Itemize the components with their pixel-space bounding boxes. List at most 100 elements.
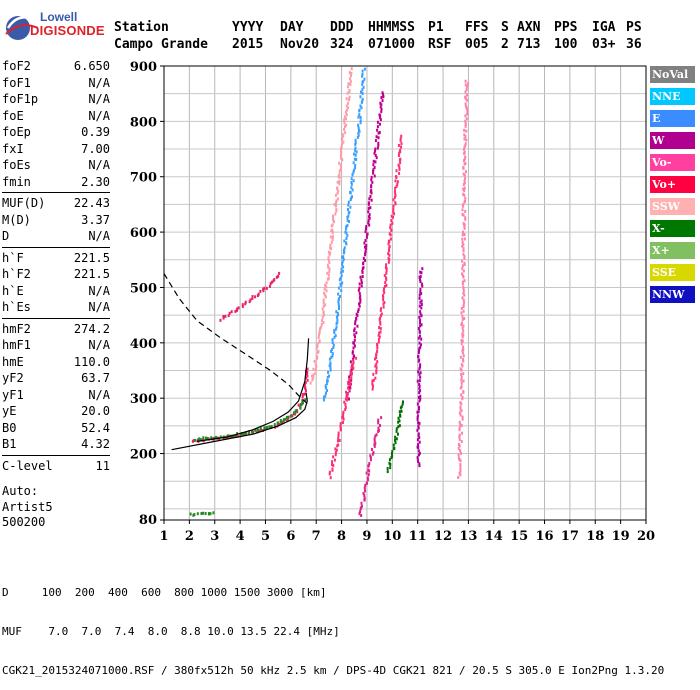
echo-mark [375,356,378,360]
echo-mark [344,131,347,135]
echo-mark [464,102,467,106]
echo-mark [376,125,379,129]
echo-mark [341,132,344,136]
echo-mark [311,374,314,378]
echo-mark [337,443,340,447]
values-9: 100 [554,37,578,52]
echo-mark [311,378,314,382]
echo-mark [345,398,348,402]
echo-mark [386,470,389,474]
echo-mark [460,375,463,379]
echo-mark [351,188,354,192]
echo-mark [279,419,282,423]
echo-mark [357,133,360,137]
echo-mark [462,354,465,358]
echo-mark [331,231,334,235]
echo-mark [215,435,218,439]
echo-mark [337,433,340,437]
echo-mark [333,331,336,335]
echo-mark [349,386,352,390]
echo-mark [348,378,351,382]
echo-mark [347,82,350,86]
echo-mark [400,409,403,413]
param-row: foF1 N/A [2,75,110,92]
echo-mark [369,456,372,460]
echo-mark [210,436,213,440]
echo-mark [364,489,367,493]
param-name: MUF(D) [2,196,46,210]
echo-mark [348,381,351,385]
echo-mark [358,296,361,300]
echo-mark [463,181,466,185]
echo-mark [329,363,332,367]
echo-mark [351,350,354,354]
echo-mark [355,158,358,162]
echo-mark [357,308,360,312]
echo-mark [357,123,360,127]
echo-mark [417,453,420,457]
echo-mark [345,225,348,229]
echo-mark [244,431,247,435]
echo-mark [269,282,272,286]
echo-mark [329,246,332,250]
echo-mark [367,463,370,467]
echo-mark [301,401,304,405]
echo-mark [463,223,466,227]
echo-mark [461,233,464,237]
x-tick-label: 19 [612,529,630,544]
echo-mark [345,241,348,245]
echo-mark [464,155,467,159]
echo-mark [354,166,357,170]
echo-mark [399,148,402,152]
echo-mark [369,206,372,210]
echo-mark [459,367,462,371]
trace-oblique-7 [386,400,405,474]
echo-mark [398,410,401,414]
echo-mark [393,446,396,450]
echo-mark [380,110,383,114]
echo-mark [383,291,386,295]
labels-4: HHMMSS [368,20,415,35]
echo-mark [348,375,351,379]
echo-mark [344,405,347,409]
echo-mark [464,95,467,99]
echo-mark [367,468,370,472]
echo-mark [394,193,397,197]
echo-mark [460,424,463,428]
echo-mark [365,247,368,251]
trace-f2-2nd-hop [219,271,281,322]
echo-mark [352,366,355,370]
echo-mark [388,249,391,253]
echo-mark [354,142,357,146]
echo-mark [350,71,353,75]
echo-mark [374,376,377,380]
echo-mark [461,332,464,336]
x-tick-label: 9 [362,529,371,544]
echo-mark [336,186,339,190]
echo-mark [317,335,320,339]
echo-mark [236,307,239,311]
echo-mark [276,421,279,425]
echo-mark [257,292,260,296]
echo-mark [372,384,375,388]
echo-mark [350,182,353,186]
echo-mark [461,208,464,212]
echo-mark [336,444,339,448]
echo-mark [462,348,465,352]
echo-mark [419,397,422,401]
echo-mark [316,342,319,346]
echo-mark [256,430,259,434]
echo-mark [270,280,273,284]
echo-mark [416,416,419,420]
echo-mark [464,83,467,87]
param-name: h`F2 [2,267,31,281]
echo-mark [463,316,466,320]
echo-mark [328,357,331,361]
echo-mark [378,335,381,339]
logo-line2: DIGISONDE [30,23,105,38]
echo-mark [467,82,470,86]
echo-mark [417,326,420,330]
echo-mark [241,303,244,307]
echo-mark [333,202,336,206]
echo-mark [343,115,346,119]
